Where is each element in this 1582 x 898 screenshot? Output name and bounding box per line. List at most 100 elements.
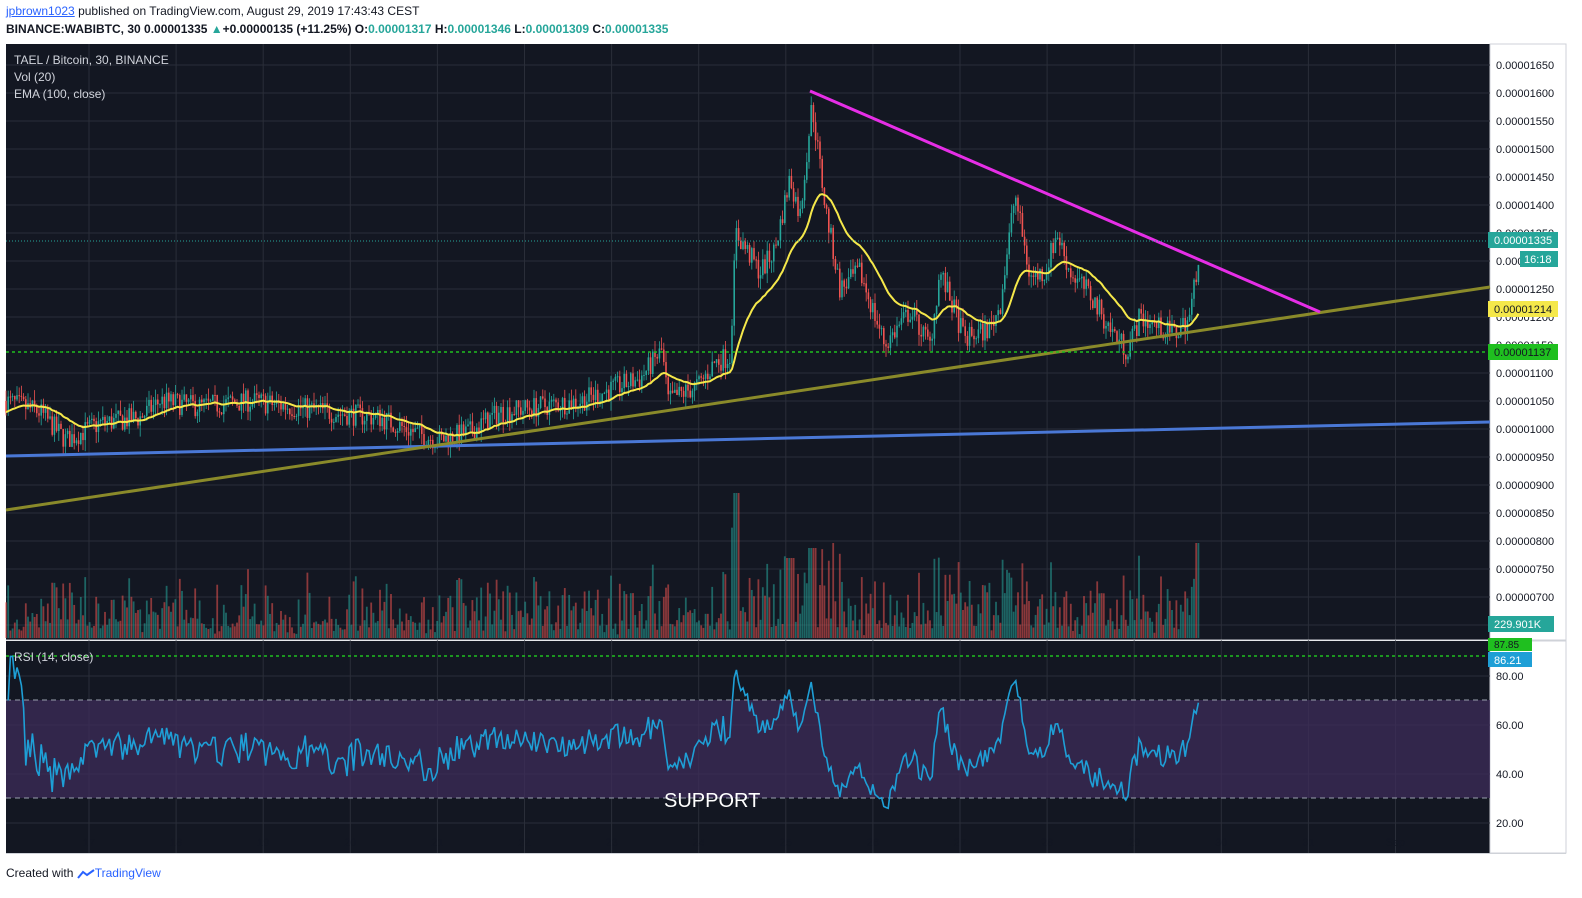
volume-bar [797,573,799,638]
price-tick-label: 0.00001250 [1496,284,1554,296]
candle-body [1089,285,1092,301]
candle-body [234,399,236,403]
volume-bar [790,558,793,638]
volume-bar [629,593,632,638]
volume-bar [178,578,181,638]
volume-bar [310,628,313,638]
volume-bar [161,608,164,638]
volume-bar [1087,615,1090,638]
candle-body [165,392,168,409]
volume-bar [871,608,874,638]
volume-bar [304,614,307,638]
volume-bar [977,604,980,638]
author-link[interactable]: jpbrown1023 [6,4,75,18]
volume-bar [682,615,685,638]
candle-body [414,428,416,433]
candle-body [47,408,49,419]
candle-body [720,364,722,371]
candle-body [33,400,36,407]
volume-bar [731,527,733,638]
volume-bar [944,574,947,638]
candle-body [253,393,256,403]
candle-body [621,388,623,393]
candle-body [170,394,172,402]
candle-body [522,410,524,415]
candle-body [713,361,716,363]
volume-bar [594,599,597,638]
candle-body [271,395,273,406]
volume-bar [372,612,375,638]
candle-body [333,421,335,423]
candle-body [214,394,216,396]
candle-body [339,414,342,416]
volume-bar [328,596,331,638]
candle-body [410,429,412,436]
volume-bar [189,617,192,638]
candle-body [792,188,795,202]
candle-body [722,349,724,371]
candle-body [388,412,390,414]
volume-bar [434,632,436,638]
candle-body [1171,325,1173,333]
rsi-current-tag [1488,652,1532,667]
candle-body [663,349,665,363]
candle-body [803,179,806,201]
candle-body [77,440,80,445]
volume-bar [242,606,245,638]
candle-body [832,227,834,259]
candle-body [1085,279,1087,289]
volume-bar [348,594,351,638]
candle-body [1017,197,1019,212]
volume-bar [502,591,505,638]
volume-bar [414,622,417,638]
volume-bar [1017,592,1019,638]
volume-bar [779,569,782,638]
candle-body [1063,242,1065,257]
volume-bar [563,588,566,638]
rising-trendline[interactable] [5,285,1491,512]
candle-body [773,244,775,262]
candle-body [1100,299,1103,315]
volume-bar [918,572,920,638]
candle-body [614,376,617,381]
volume-bar [264,585,267,638]
volume-bar [1076,617,1079,638]
candle-body [311,403,313,405]
descending-trendline[interactable] [809,89,1321,314]
volume-bar [823,585,826,638]
candle-body [407,432,410,436]
volume-bar [1155,612,1158,638]
candle-body [350,408,353,411]
volume-bar [1072,630,1074,638]
volume-bar [159,628,161,638]
candle-body [40,404,42,416]
volume-bar [9,630,12,638]
volume-bar [966,606,969,638]
candle-body [370,413,372,425]
candle-body [982,323,984,341]
volume-bar [407,619,410,638]
volume-bar [979,613,982,638]
volume-bar [612,628,615,638]
tradingview-logo-icon [76,869,95,879]
volume-bar [22,626,25,638]
candle-body [38,413,40,416]
candle-body [282,404,284,410]
candle-body [201,399,203,403]
candle-body [537,407,540,417]
volume-bar [11,628,14,638]
volume-bar [942,625,945,638]
candle-body [799,208,801,217]
candle-body [1103,314,1105,329]
volume-bar [1162,624,1165,638]
volume-bar [77,619,80,638]
volume-bar [1058,607,1061,638]
volume-bar [1173,627,1176,638]
volume-bar [680,622,683,638]
long-trendline[interactable] [5,420,1491,458]
tradingview-brand[interactable]: TradingView [94,866,161,880]
candle-body [682,390,685,397]
volume-bar [1142,594,1145,638]
candle-body [308,404,311,418]
